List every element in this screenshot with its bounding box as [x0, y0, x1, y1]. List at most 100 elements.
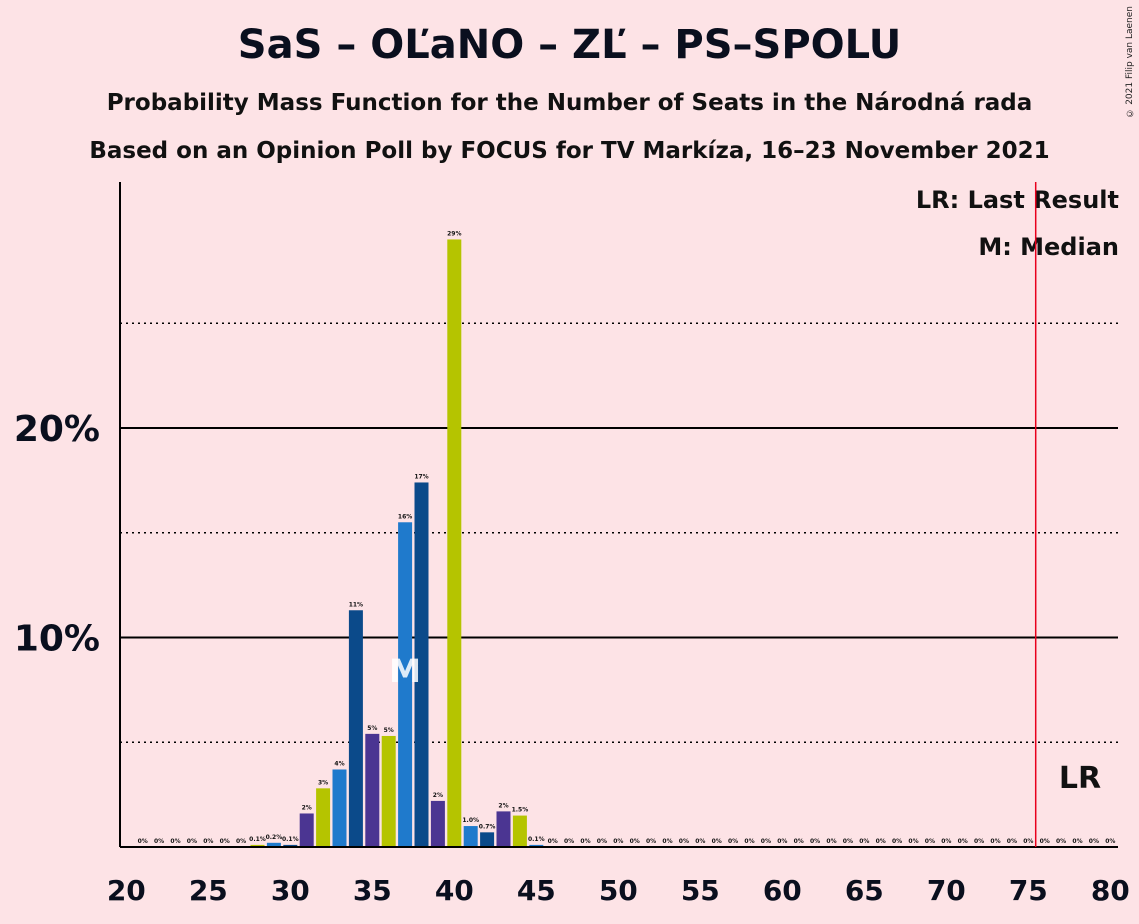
bar-value-label: 0%	[203, 838, 213, 845]
bar	[512, 815, 527, 847]
bar	[480, 832, 495, 847]
bar-value-label: 0%	[843, 838, 853, 845]
bar	[463, 826, 478, 847]
bar	[414, 482, 429, 847]
bar-value-label: 0%	[597, 838, 607, 845]
bar-value-label: 11%	[349, 601, 363, 608]
bar-value-label: 0%	[170, 838, 180, 845]
bar-value-label: 0%	[630, 838, 640, 845]
x-tick-label: 25	[189, 874, 228, 907]
chart-source-line: Based on an Opinion Poll by FOCUS for TV…	[89, 138, 1050, 164]
bar	[365, 733, 380, 847]
bar-value-label: 16%	[398, 513, 412, 520]
bar	[381, 735, 396, 847]
bar-value-label: 0%	[1007, 838, 1017, 845]
bar-value-label: 0%	[695, 838, 705, 845]
bar-value-label: 0%	[859, 838, 869, 845]
x-tick-label: 45	[517, 874, 556, 907]
bar-value-label: 2%	[498, 802, 508, 809]
bar-value-label: 0%	[154, 838, 164, 845]
bar	[332, 769, 347, 847]
bar-value-label: 0%	[138, 838, 148, 845]
bar	[316, 788, 331, 847]
x-tick-label: 20	[107, 874, 146, 907]
bar-value-label: 3%	[318, 779, 328, 786]
bar-value-label: 2%	[433, 792, 443, 799]
bar	[266, 842, 281, 847]
x-tick-label: 80	[1091, 874, 1130, 907]
bar-value-label: 29%	[447, 230, 461, 237]
median-marker: M	[389, 652, 421, 690]
bar	[250, 844, 265, 847]
bar-value-label: 5%	[384, 727, 394, 734]
x-tick-label: 65	[845, 874, 884, 907]
bar-value-label: 0%	[580, 838, 590, 845]
bar-value-label: 0%	[892, 838, 902, 845]
x-tick-label: 55	[681, 874, 720, 907]
legend-last-result: LR: Last Result	[915, 186, 1119, 214]
bar-value-label: 0.2%	[266, 834, 283, 841]
bar-value-label: 0%	[794, 838, 804, 845]
last-result-marker: LR	[1059, 761, 1101, 796]
bar-value-label: 17%	[414, 473, 428, 480]
bar-value-label: 0%	[679, 838, 689, 845]
x-tick-label: 50	[599, 874, 638, 907]
bar-value-label: 0%	[941, 838, 951, 845]
bar	[447, 239, 462, 847]
bar-value-label: 0%	[548, 838, 558, 845]
x-tick-label: 35	[353, 874, 392, 907]
bar-value-label: 0%	[728, 838, 738, 845]
bar-value-label: 0%	[974, 838, 984, 845]
bar-value-label: 0%	[810, 838, 820, 845]
bar-value-label: 0%	[876, 838, 886, 845]
bar-value-label: 0%	[236, 838, 246, 845]
y-tick-label: 20%	[14, 409, 100, 450]
bar-value-label: 0%	[1023, 838, 1033, 845]
bar-value-label: 5%	[367, 725, 377, 732]
bar	[430, 800, 445, 847]
bar	[299, 813, 314, 847]
bar-value-label: 4%	[334, 760, 344, 767]
bar-value-label: 0%	[925, 838, 935, 845]
bar-value-label: 0%	[908, 838, 918, 845]
bar-value-label: 0%	[220, 838, 230, 845]
bar-value-label: 1.0%	[462, 817, 479, 824]
bar	[283, 844, 298, 847]
x-tick-label: 75	[1009, 874, 1048, 907]
bar-value-label: 0%	[744, 838, 754, 845]
bar-value-label: 0%	[187, 838, 197, 845]
bar-value-label: 0%	[958, 838, 968, 845]
chart-subtitle: Probability Mass Function for the Number…	[106, 90, 1033, 116]
bar	[398, 522, 413, 847]
bar-value-label: 0%	[761, 838, 771, 845]
x-tick-label: 60	[763, 874, 802, 907]
bar-value-label: 0%	[662, 838, 672, 845]
bar-value-label: 0%	[826, 838, 836, 845]
y-tick-label: 10%	[14, 619, 100, 660]
bar-value-label: 0%	[777, 838, 787, 845]
bar-value-label: 0%	[1040, 838, 1050, 845]
x-tick-label: 30	[271, 874, 310, 907]
bar-value-label: 0%	[1105, 838, 1115, 845]
bar-value-label: 0.1%	[249, 836, 266, 843]
chart-title: SaS – OĽaNO – ZĽ – PS–SPOLU	[237, 22, 902, 68]
x-tick-label: 40	[435, 874, 474, 907]
bar-value-label: 0.7%	[479, 823, 496, 830]
bar-value-label: 0%	[646, 838, 656, 845]
bar-value-label: 0%	[564, 838, 574, 845]
bar-value-label: 0.1%	[282, 836, 299, 843]
bar-value-label: 0%	[1089, 838, 1099, 845]
legend-median: M: Median	[978, 233, 1119, 261]
bar	[496, 811, 511, 847]
bar-value-label: 0%	[712, 838, 722, 845]
bar	[529, 844, 544, 847]
bar-value-label: 0%	[1056, 838, 1066, 845]
bar-value-label: 0%	[990, 838, 1000, 845]
bar-value-label: 2%	[302, 804, 312, 811]
bar-value-label: 1.5%	[512, 807, 529, 814]
bar-value-label: 0%	[613, 838, 623, 845]
bar-value-label: 0.1%	[528, 836, 545, 843]
bar-value-label: 0%	[1072, 838, 1082, 845]
bar	[348, 610, 363, 847]
